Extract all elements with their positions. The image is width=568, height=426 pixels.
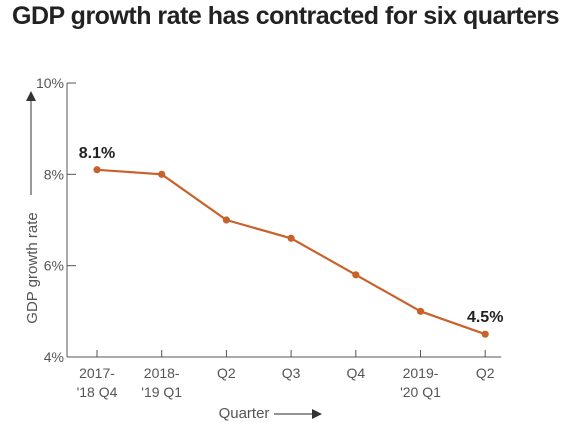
y-tick-label: 8%: [44, 166, 64, 182]
x-tick-label: '20 Q1: [400, 384, 441, 400]
x-tick-label: '19 Q1: [141, 384, 182, 400]
x-axis: 2017- '18 Q4 2018- '19 Q1 Q2 Q3 Q4 2019- '20 Q1 Q…: [67, 350, 502, 400]
x-axis-title: Quarter: [219, 405, 270, 422]
axis-labels: Quarter GDP growth rate: [24, 91, 322, 422]
data-point: [352, 271, 360, 279]
y-tick-label: 6%: [44, 258, 64, 274]
x-tick-label: Q2: [217, 365, 236, 381]
x-tick-label: 2019-: [403, 365, 439, 381]
data-point: [93, 166, 101, 174]
x-tick-label: Q3: [282, 365, 301, 381]
data-point: [287, 234, 295, 242]
data-label: 8.1%: [79, 145, 115, 162]
x-tick-label: '18 Q4: [77, 384, 118, 400]
x-tick-label: Q4: [346, 365, 365, 381]
data-labels: 8.1% 4.5%: [79, 145, 504, 326]
chart-title: GDP growth rate has contracted for six q…: [12, 2, 560, 30]
y-axis: 4% 6% 8% 10%: [36, 75, 76, 365]
data-point: [158, 170, 166, 178]
data-label: 4.5%: [467, 309, 503, 326]
y-tick-label: 4%: [44, 349, 64, 365]
y-axis-title: GDP growth rate: [24, 212, 41, 323]
data-point: [481, 330, 489, 338]
x-tick-label: Q2: [476, 365, 495, 381]
x-tick-label: 2017-: [79, 365, 115, 381]
series-line: [96, 168, 486, 336]
y-axis-arrow-icon: [26, 91, 36, 101]
data-point: [222, 216, 230, 224]
x-axis-arrow-icon: [312, 409, 322, 419]
data-point: [416, 307, 425, 315]
series: [93, 166, 489, 338]
x-tick-label: 2018-: [144, 365, 180, 381]
y-tick-label: 10%: [36, 75, 64, 91]
